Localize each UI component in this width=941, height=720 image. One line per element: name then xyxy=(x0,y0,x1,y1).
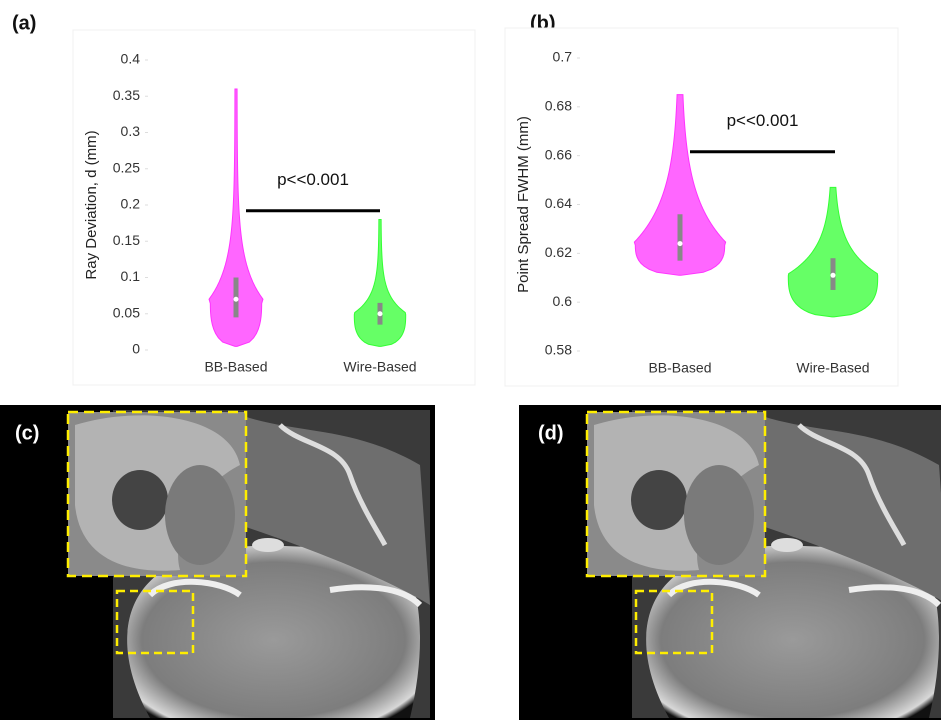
panel-label: (d) xyxy=(538,422,564,444)
y-tick-label: 0.4 xyxy=(121,51,141,67)
y-tick-label: 0.2 xyxy=(121,196,141,212)
x-tick-label: BB-Based xyxy=(204,359,267,375)
figure: (a) (b) (c) (d) 00.050.10.150.20.250.30.… xyxy=(0,0,941,720)
y-tick-label: 0 xyxy=(132,341,140,357)
y-tick-label: 0.35 xyxy=(113,87,140,103)
y-tick-label: 0.58 xyxy=(545,342,572,358)
x-tick-label: Wire-Based xyxy=(343,359,416,375)
y-tick-label: 0.05 xyxy=(113,304,140,320)
y-tick-label: 0.7 xyxy=(553,49,573,65)
figure-canvas: (a) (b) (c) (d) 00.050.10.150.20.250.30.… xyxy=(0,0,941,720)
y-axis-label: Ray Deviation, d (mm) xyxy=(83,130,100,279)
x-tick-label: Wire-Based xyxy=(796,360,869,376)
x-tick-label: BB-Based xyxy=(648,360,711,376)
y-tick-label: 0.1 xyxy=(121,268,141,284)
median xyxy=(378,311,383,316)
annotation: p<<0.001 xyxy=(277,170,349,189)
y-tick-label: 0.66 xyxy=(545,146,572,162)
y-tick-label: 0.3 xyxy=(121,123,141,139)
median xyxy=(234,297,239,302)
y-tick-label: 0.62 xyxy=(545,244,572,260)
y-axis-label: Point Spread FWHM (mm) xyxy=(515,116,532,293)
y-tick-label: 0.68 xyxy=(545,98,572,114)
ct-image xyxy=(519,405,941,720)
y-tick-label: 0.25 xyxy=(113,159,140,175)
y-tick-label: 0.15 xyxy=(113,232,140,248)
panel-label: (c) xyxy=(15,422,39,444)
median xyxy=(678,241,683,246)
iqr-box xyxy=(678,214,683,260)
y-tick-label: 0.64 xyxy=(545,195,572,211)
median xyxy=(831,273,836,278)
y-tick-label: 0.6 xyxy=(553,293,573,309)
ct-image xyxy=(0,405,435,720)
annotation: p<<0.001 xyxy=(727,111,799,130)
panel-label: (a) xyxy=(12,12,36,34)
